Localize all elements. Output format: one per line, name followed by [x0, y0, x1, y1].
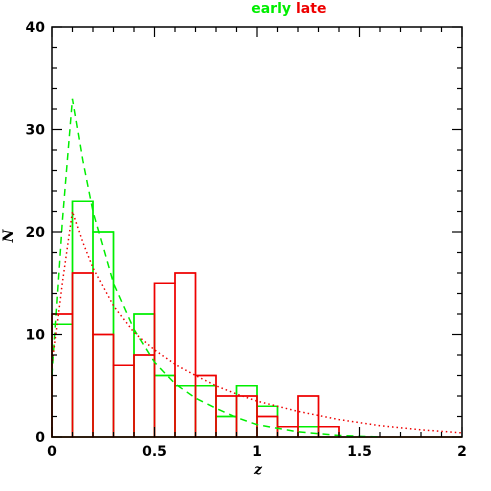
- legend-late-label: late: [296, 1, 326, 17]
- y-tick-label: 0: [35, 430, 45, 446]
- y-axis-title: N: [1, 228, 17, 243]
- histogram-bar-early: [71, 200, 94, 438]
- x-tick-label: 0.5: [142, 444, 167, 460]
- histogram-bar-late: [235, 395, 258, 438]
- histogram-bar-late: [92, 333, 115, 438]
- x-tick-label: 2: [457, 444, 467, 460]
- histogram-bar-early: [215, 415, 238, 438]
- x-tick-label: 1: [252, 444, 262, 460]
- histogram-bar-early: [153, 374, 176, 438]
- histogram-bar-early: [112, 364, 135, 438]
- model-curve-early: [51, 98, 381, 438]
- legend-early-label: early: [251, 1, 291, 17]
- series-layer: [51, 98, 463, 438]
- histogram-bar-late: [133, 354, 156, 438]
- histogram-bar-early: [51, 323, 74, 438]
- histogram-bar-late: [153, 282, 176, 438]
- histogram-bar-early: [256, 405, 279, 438]
- y-tick-label: 10: [26, 328, 46, 344]
- y-tick-label: 20: [26, 225, 46, 241]
- x-tick-label: 0: [47, 444, 57, 460]
- y-tick-label: 30: [26, 123, 46, 139]
- histogram-bar-late: [297, 395, 320, 438]
- histogram-bar-late: [112, 364, 135, 438]
- histogram-bar-late: [174, 272, 197, 438]
- axes-layer: [51, 26, 463, 438]
- histogram-bar-late: [71, 272, 94, 438]
- x-tick-label: 1.5: [347, 444, 372, 460]
- histogram-bar-early: [133, 313, 156, 438]
- histogram-bar-early: [235, 385, 258, 438]
- x-axis-title: z: [253, 462, 263, 478]
- histogram-bar-early: [194, 385, 217, 438]
- y-tick-label: 40: [26, 20, 46, 36]
- histogram-bar-early: [174, 385, 197, 438]
